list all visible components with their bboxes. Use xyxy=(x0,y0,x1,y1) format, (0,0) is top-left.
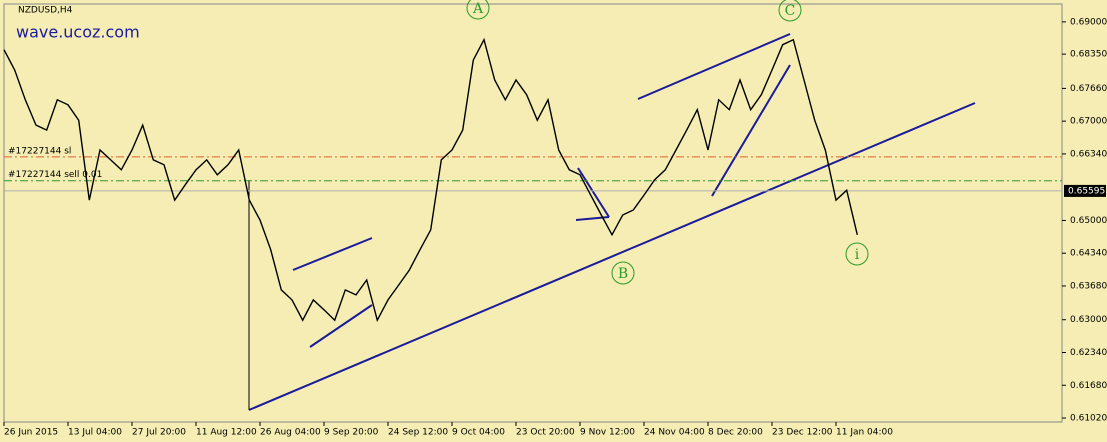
chart-title: NZDUSD,H4 xyxy=(18,6,73,16)
plot-frame xyxy=(3,3,1063,423)
y-tick-label: 0.63680 xyxy=(1070,281,1107,291)
wave-label: C xyxy=(785,3,796,19)
x-tick-label: 23 Dec 12:00 xyxy=(772,428,833,438)
x-tick-label: 11 Aug 12:00 xyxy=(196,428,257,438)
y-tick-label: 0.66340 xyxy=(1070,149,1107,159)
wave-label: B xyxy=(618,266,628,282)
trendline xyxy=(637,33,791,100)
wave-label: i xyxy=(855,247,860,263)
x-tick-label: 9 Nov 12:00 xyxy=(580,428,635,438)
x-tick-label: 13 Jul 04:00 xyxy=(68,428,122,438)
trendlines xyxy=(248,33,976,411)
trendline xyxy=(711,64,791,197)
x-tick-label: 23 Oct 20:00 xyxy=(516,428,575,438)
y-tick-label: 0.65000 xyxy=(1070,216,1107,226)
order-label: #17227144 sl xyxy=(8,146,71,156)
current-price-label: 0.65595 xyxy=(1068,186,1105,196)
x-tick-label: 24 Nov 04:00 xyxy=(644,428,705,438)
watermark: wave.ucoz.com xyxy=(16,23,140,42)
wave-circle xyxy=(466,0,490,20)
wave-circle xyxy=(778,0,802,22)
x-tick-label: 9 Sep 20:00 xyxy=(324,428,379,438)
y-tick-label: 0.64340 xyxy=(1070,249,1107,259)
y-tick-label: 0.63000 xyxy=(1070,315,1107,325)
wave-label: A xyxy=(472,1,484,17)
wave-labels: A B C i xyxy=(466,0,869,285)
wave-circle xyxy=(845,242,869,266)
y-tick-label: 0.62340 xyxy=(1070,348,1107,358)
y-tick-label: 0.67660 xyxy=(1070,84,1107,94)
current-price-box xyxy=(1064,184,1106,197)
x-tick-label: 24 Sep 12:00 xyxy=(388,428,448,438)
trendline xyxy=(248,102,976,411)
y-tick-label: 0.61020 xyxy=(1070,414,1107,424)
y-tick-label: 0.69000 xyxy=(1070,17,1107,27)
y-tick-label: 0.67000 xyxy=(1070,117,1107,127)
wave-circle xyxy=(611,261,635,285)
x-tick-label: 26 Aug 04:00 xyxy=(260,428,321,438)
x-tick-label: 11 Jan 04:00 xyxy=(836,428,893,438)
trendline xyxy=(309,304,373,348)
trendline xyxy=(577,167,610,218)
x-tick-label: 9 Oct 04:00 xyxy=(452,428,505,438)
x-tick-label: 8 Dec 20:00 xyxy=(708,428,763,438)
order-label: #17227144 sell 0.01 xyxy=(8,170,102,180)
trendline xyxy=(575,216,610,221)
x-tick-label: 27 Jul 20:00 xyxy=(132,428,186,438)
x-tick-label: 26 Jun 2015 xyxy=(4,428,58,438)
y-tick-label: 0.68350 xyxy=(1070,50,1107,60)
price-line xyxy=(3,37,858,323)
trendline xyxy=(292,237,373,271)
y-tick-label: 0.61680 xyxy=(1070,381,1107,391)
